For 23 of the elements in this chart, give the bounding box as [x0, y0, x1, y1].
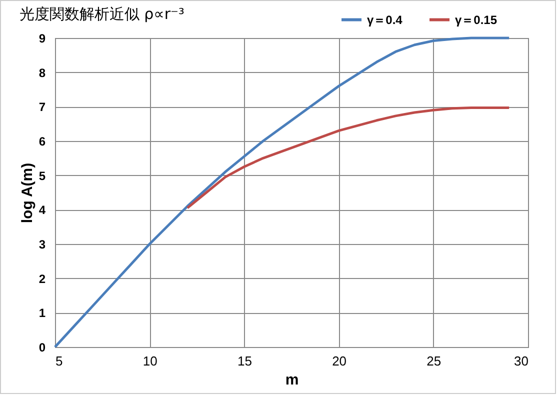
x-tick-label: 10: [142, 354, 158, 368]
y-tick-label: 3: [38, 238, 46, 252]
line-series: [186, 106, 510, 210]
y-tick-label: 8: [38, 66, 46, 80]
x-tick-label: 5: [56, 354, 63, 368]
line-series: [54, 36, 510, 348]
legend-label: γ＝0.4: [367, 12, 403, 27]
legend-label: γ＝0.15: [455, 12, 498, 27]
x-tick-label: 20: [332, 354, 347, 368]
y-tick-label: 7: [38, 100, 46, 114]
y-tick-label: 0: [38, 340, 46, 354]
x-tick-label: 30: [514, 354, 528, 368]
y-tick-label: 5: [38, 168, 46, 183]
x-tick-label: 15: [237, 354, 252, 368]
y-tick-label: 2: [38, 272, 46, 286]
y-tick-label: 6: [38, 134, 46, 148]
x-tick-label: 25: [426, 354, 442, 368]
y-axis-title: log A(m): [18, 162, 36, 224]
y-tick-label: 4: [38, 203, 46, 218]
y-tick-label: 1: [38, 306, 46, 320]
x-axis-title: m: [285, 372, 299, 388]
chart-title: 光度関数解析近似 ρ∝r⁻³: [19, 5, 184, 23]
y-tick-label: 9: [38, 32, 46, 46]
